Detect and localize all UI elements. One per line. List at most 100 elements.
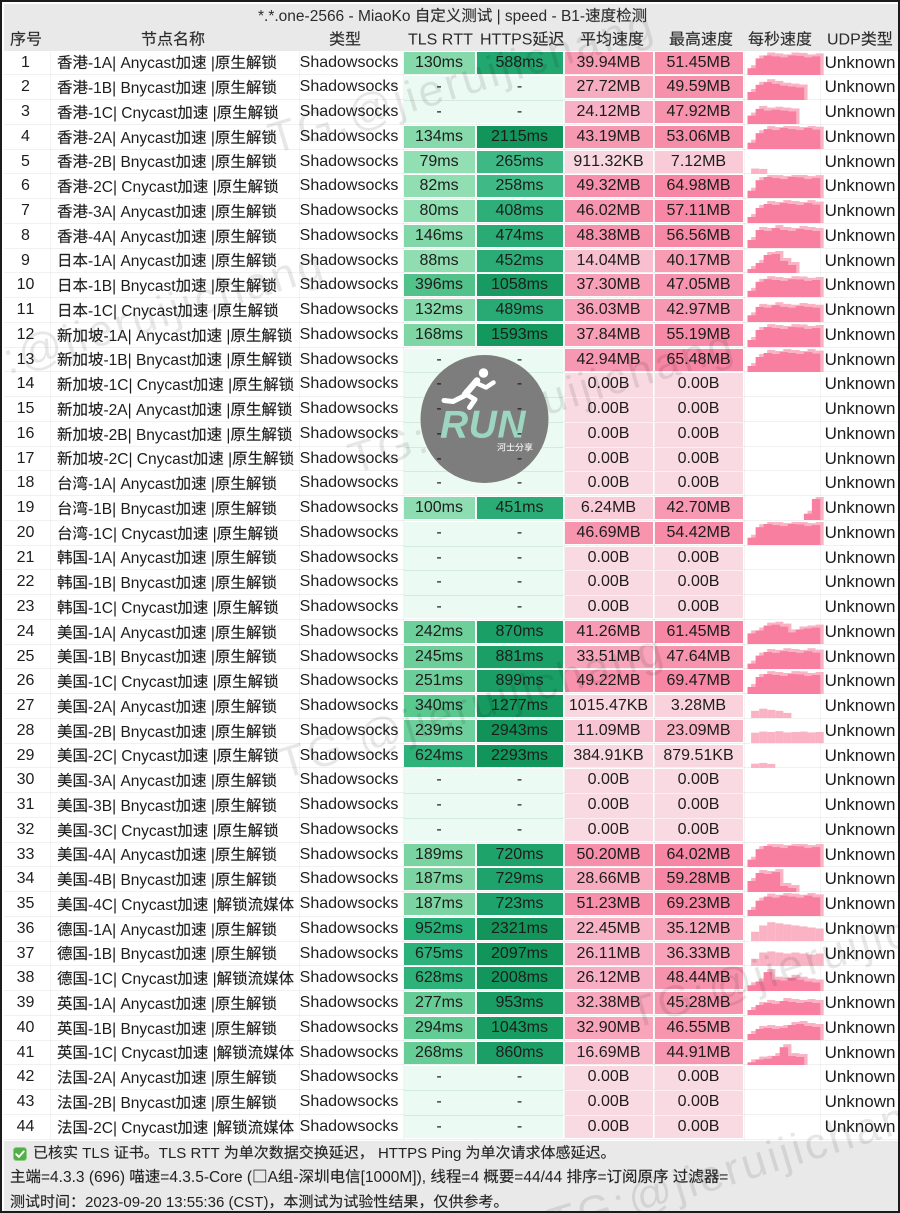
svg-text:*.*.one-2566 - MiaoKo: *.*.one-2566 - MiaoKo <box>258 7 415 24</box>
svg-text:TLS RTT: TLS RTT <box>159 1145 224 1162</box>
svg-text:=: = <box>719 1169 728 1186</box>
svg-text:|: | <box>208 748 216 765</box>
svg-text:|: | <box>207 476 215 493</box>
svg-text:-1B| Bnycast: -1B| Bnycast <box>88 1020 176 1037</box>
svg-text:-1A| Anycast: -1A| Anycast <box>88 996 176 1013</box>
svg-text:|: | <box>207 204 215 221</box>
svg-text:-1A| Anycast: -1A| Anycast <box>88 550 176 567</box>
svg-text:|: | <box>222 402 230 419</box>
svg-text:A: A <box>268 1169 279 1186</box>
svg-text:-2B| Bnycast: -2B| Bnycast <box>88 154 176 171</box>
svg-text:|: | <box>224 377 232 394</box>
svg-text:|: | <box>207 1020 215 1037</box>
svg-text:|: | <box>207 575 215 592</box>
svg-text:|: | <box>208 600 216 617</box>
svg-text:-3A| Anycast: -3A| Anycast <box>88 773 176 790</box>
svg-text:|: | <box>222 426 230 443</box>
svg-text:|: | <box>208 822 216 839</box>
svg-text:|: | <box>207 649 215 666</box>
svg-text:|: | <box>207 55 215 72</box>
svg-text:|: | <box>207 501 215 518</box>
svg-text:|: | <box>207 798 215 815</box>
svg-text:|: | <box>207 624 215 641</box>
svg-text:-1B| Bnycast: -1B| Bnycast <box>88 575 176 592</box>
svg-text:-2C| Cnycast: -2C| Cnycast <box>88 179 178 196</box>
svg-text:-4A| Anycast: -4A| Anycast <box>88 228 176 245</box>
svg-text:|: | <box>207 550 215 567</box>
svg-text:|: | <box>208 1045 216 1062</box>
svg-text:|: | <box>208 179 216 196</box>
svg-text:-2C| Cnycast: -2C| Cnycast <box>88 1119 178 1136</box>
svg-text:-1C| Cnycast: -1C| Cnycast <box>88 674 178 691</box>
svg-text:-1C| Cnycast: -1C| Cnycast <box>88 525 178 542</box>
svg-text:|: | <box>208 525 216 542</box>
svg-text:-3B| Bnycast: -3B| Bnycast <box>88 798 176 815</box>
svg-text:-2B| Bnycast: -2B| Bnycast <box>88 723 176 740</box>
svg-text:=4.3.5-Core (: =4.3.5-Core ( <box>160 1169 253 1186</box>
svg-text:-1A| Anycast: -1A| Anycast <box>88 921 176 938</box>
svg-text:-2A| Anycast: -2A| Anycast <box>88 1070 176 1087</box>
svg-text:|: | <box>207 946 215 963</box>
svg-text:|: | <box>207 80 215 97</box>
svg-text:-4B| Bnycast: -4B| Bnycast <box>88 872 176 889</box>
svg-text:=: = <box>598 1169 607 1186</box>
svg-text:|: | <box>222 327 230 344</box>
svg-text:TLS RTT: TLS RTT <box>408 31 473 48</box>
svg-text:RUN: RUN <box>440 404 526 447</box>
svg-text:-1C| Cnycast: -1C| Cnycast <box>104 377 194 394</box>
svg-text:|: | <box>207 921 215 938</box>
svg-text:|: | <box>207 278 215 295</box>
svg-text:-1A| Anycast: -1A| Anycast <box>88 476 176 493</box>
svg-text:|: | <box>207 773 215 790</box>
svg-text:HTTPS Ping: HTTPS Ping <box>374 1145 466 1162</box>
svg-text:|: | <box>207 872 215 889</box>
svg-text:-3C| Cnycast: -3C| Cnycast <box>88 822 178 839</box>
svg-text:2023-09-20 13:55:36 (CST): 2023-09-20 13:55:36 (CST) <box>85 1193 268 1210</box>
svg-text:-1C| Cnycast: -1C| Cnycast <box>88 600 178 617</box>
svg-text:|: | <box>207 129 215 146</box>
svg-text:|: | <box>222 352 230 369</box>
svg-text:-2A| Anycast: -2A| Anycast <box>88 699 176 716</box>
svg-text:-2A| Anycast: -2A| Anycast <box>88 129 176 146</box>
svg-text:-2A| Anycast: -2A| Anycast <box>104 402 192 419</box>
svg-text:|: | <box>208 303 216 320</box>
svg-text:|: | <box>207 1070 215 1087</box>
svg-text:|: | <box>207 996 215 1013</box>
svg-text:-1B| Bnycast: -1B| Bnycast <box>104 352 192 369</box>
svg-text:| speed - B1-: | speed - B1- <box>492 7 585 24</box>
svg-text:-2C| Cnycast: -2C| Cnycast <box>104 451 194 468</box>
svg-text:-1A| Anycast: -1A| Anycast <box>88 253 176 270</box>
svg-text:|: | <box>208 674 216 691</box>
svg-text:-1C| Cnycast: -1C| Cnycast <box>88 971 178 988</box>
svg-text:-2B| Bnycast: -2B| Bnycast <box>88 1095 176 1112</box>
svg-text:|: | <box>208 897 216 914</box>
svg-text:HTTPS: HTTPS <box>480 31 532 48</box>
svg-text:[1000M]),: [1000M]), <box>361 1169 431 1186</box>
svg-text:|: | <box>208 1119 216 1136</box>
svg-text:|: | <box>207 847 215 864</box>
svg-text:|: | <box>208 971 216 988</box>
svg-text:-4C| Cnycast: -4C| Cnycast <box>88 897 178 914</box>
svg-text:-2C| Cnycast: -2C| Cnycast <box>88 748 178 765</box>
svg-text:-3A| Anycast: -3A| Anycast <box>88 204 176 221</box>
svg-text:-2B| Bnycast: -2B| Bnycast <box>104 426 192 443</box>
svg-text:-1A| Anycast: -1A| Anycast <box>88 55 176 72</box>
svg-text:|: | <box>207 699 215 716</box>
svg-text:|: | <box>207 154 215 171</box>
svg-text:TLS: TLS <box>78 1145 114 1162</box>
svg-text:=4.3.3 (696): =4.3.3 (696) <box>41 1169 129 1186</box>
svg-text:-1C| Cnycast: -1C| Cnycast <box>88 1045 178 1062</box>
svg-text:|: | <box>207 723 215 740</box>
svg-text:|: | <box>207 1095 215 1112</box>
svg-text:-4A| Anycast: -4A| Anycast <box>88 847 176 864</box>
svg-text:-1B| Bnycast: -1B| Bnycast <box>88 278 176 295</box>
svg-text:=4: =4 <box>461 1169 483 1186</box>
svg-text:UDP: UDP <box>827 31 861 48</box>
svg-text:-1A| Anycast: -1A| Anycast <box>104 327 192 344</box>
svg-text:-1B| Bnycast: -1B| Bnycast <box>88 946 176 963</box>
svg-text:-: - <box>293 1169 298 1186</box>
svg-text:-1B| Bnycast: -1B| Bnycast <box>88 649 176 666</box>
svg-text:-1B| Bnycast: -1B| Bnycast <box>88 501 176 518</box>
svg-text:-1C| Cnycast: -1C| Cnycast <box>88 105 178 122</box>
svg-text:|: | <box>224 451 232 468</box>
